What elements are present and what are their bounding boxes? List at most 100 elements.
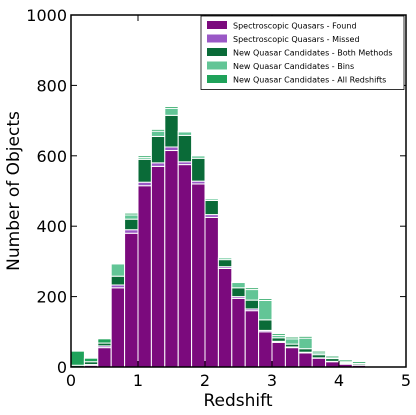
bar-segment [298, 335, 313, 339]
bar-segment [124, 232, 139, 368]
bar-segment [244, 299, 260, 310]
bar-segment [124, 229, 139, 234]
bar-segment [244, 310, 260, 368]
bar-segment [191, 183, 206, 368]
bar-segment [177, 130, 193, 133]
bar-segment [271, 333, 286, 336]
bar-segment [258, 299, 273, 321]
bar-segment [298, 348, 313, 353]
bar-segment [325, 361, 340, 368]
bar-segment [164, 107, 179, 116]
bar-segment [164, 150, 179, 368]
legend-swatch [207, 61, 227, 70]
y-tick-label: 0 [57, 358, 67, 377]
x-tick-label: 5 [401, 371, 411, 390]
bar-segment [97, 347, 112, 368]
bar-segment [191, 154, 206, 157]
y-tick-label: 400 [36, 217, 67, 236]
bar-segment [110, 275, 126, 286]
bar-segment [244, 289, 260, 301]
y-tick-label: 600 [36, 147, 67, 166]
bar-segment [83, 357, 99, 363]
bar-segment [150, 135, 166, 164]
bar-segment [284, 347, 300, 368]
y-tick-label: 1000 [26, 6, 67, 25]
bar-segment [217, 267, 233, 368]
legend: Spectroscopic Quasars - Found Spectroscop… [200, 15, 405, 90]
bar-segment [164, 114, 179, 148]
legend-label: Spectroscopic Quasars - Missed [233, 35, 360, 44]
legend-box [200, 15, 405, 90]
x-tick-label: 0 [66, 371, 76, 390]
bar-segment [164, 106, 179, 109]
bar-segment [298, 337, 313, 350]
bar-segment [311, 357, 327, 368]
bar-segment [110, 263, 126, 277]
bar-segment [244, 287, 260, 291]
legend-swatch [207, 75, 227, 83]
x-tick-label: 1 [133, 371, 143, 390]
bar-segment [338, 359, 353, 363]
bar-segment [258, 319, 273, 331]
bar-segment [124, 218, 139, 231]
bar-segment [298, 352, 313, 368]
bar-segment [217, 259, 233, 268]
bar-segment [204, 197, 219, 200]
bar-segment [258, 331, 273, 368]
bar-segment [231, 282, 246, 289]
bar-segment [271, 337, 286, 342]
legend-label: New Quasar Candidates - All Redshifts [233, 76, 386, 85]
bar-segment [137, 185, 152, 368]
plot-frame [70, 14, 407, 368]
bar-segment [124, 212, 139, 216]
bar-segment [325, 355, 340, 359]
bar-segment [137, 155, 152, 159]
bar-segment [97, 338, 112, 344]
y-axis-label: Number of Objects [4, 111, 24, 271]
bar-segment [284, 338, 300, 345]
legend-swatch [207, 48, 227, 56]
x-tick-label: 2 [200, 371, 210, 390]
bar-segment [365, 364, 380, 366]
x-tick-label: 4 [334, 371, 344, 390]
bar-segment [311, 350, 327, 354]
y-tick-label: 800 [36, 76, 67, 95]
x-axis-label: Redshift [203, 391, 272, 411]
bar-segment [150, 130, 166, 137]
bar-segment [231, 297, 246, 368]
bar-segment [177, 164, 193, 368]
y-ticks: 0 200 400 600 800 1000 [26, 6, 406, 377]
bar-segment [70, 350, 85, 366]
bar-segment [150, 162, 166, 167]
bar-segment [137, 181, 152, 187]
bar-segment [137, 158, 152, 183]
plot-area [70, 106, 394, 368]
bar-segment [378, 364, 394, 367]
bar-segment [204, 216, 219, 368]
bar-segment [217, 257, 233, 261]
legend-swatch [207, 34, 227, 43]
legend-label: New Quasar Candidates - Bins [233, 62, 354, 71]
bar-segment [351, 361, 367, 364]
x-tick-label: 3 [267, 371, 277, 390]
bar-segment [284, 336, 300, 340]
bar-segment [177, 134, 193, 163]
bar-segment [204, 200, 219, 216]
legend-label: Spectroscopic Quasars - Found [233, 22, 357, 31]
bar-segment [110, 287, 126, 368]
bar-segment [191, 157, 206, 182]
bar-segment [177, 131, 193, 136]
bar-segment [231, 287, 246, 298]
bar-segment [150, 128, 166, 132]
bar-segment [164, 146, 179, 152]
legend-label: New Quasar Candidates - Both Methods [233, 49, 393, 58]
bar-segment [231, 281, 246, 284]
bar-segment [124, 214, 139, 220]
y-tick-label: 200 [36, 288, 67, 307]
legend-swatch [207, 21, 227, 29]
bar-segment [150, 165, 166, 368]
bar-segment [258, 298, 273, 301]
bar-segment [110, 262, 126, 265]
bar-segment [271, 341, 286, 368]
